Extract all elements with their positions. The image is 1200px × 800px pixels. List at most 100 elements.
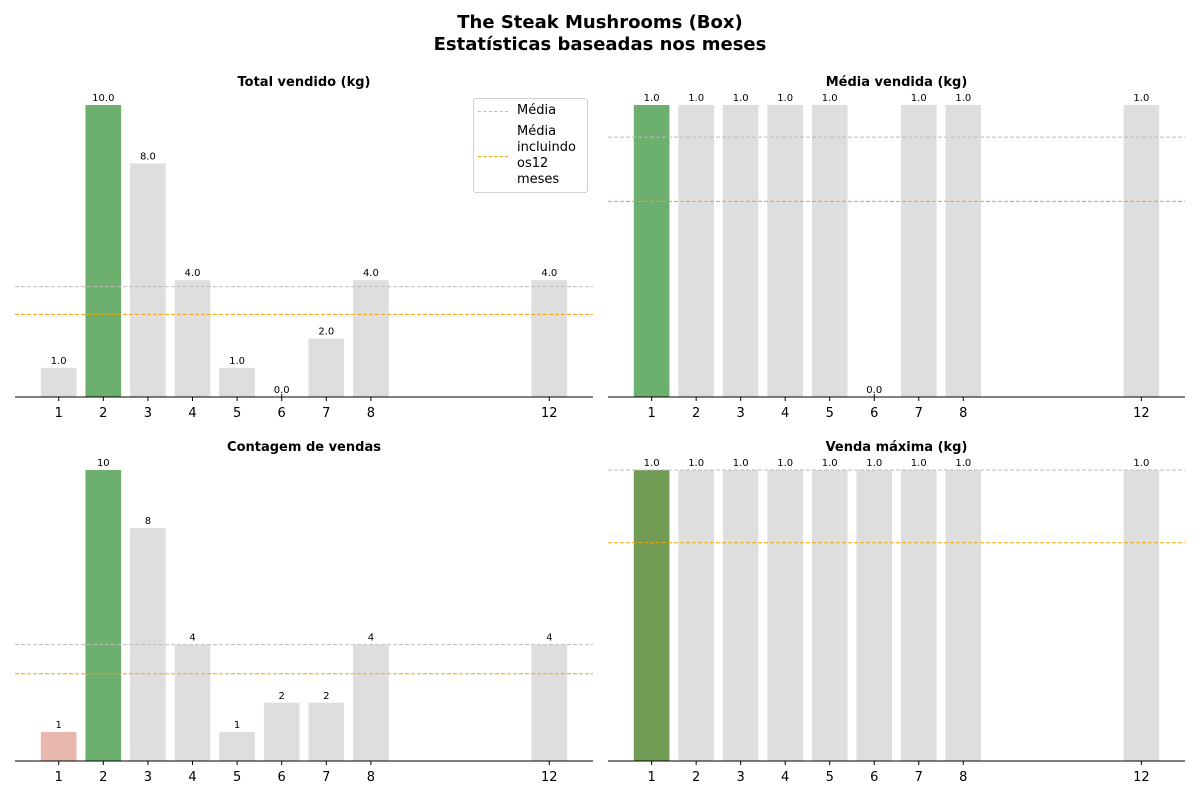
bar-value-label: 1.0	[229, 356, 245, 367]
x-tick-label: 5	[233, 406, 241, 421]
legend-entry-mean-all: Média incluindo os12 meses	[478, 124, 581, 188]
bar-8	[353, 280, 389, 397]
bar-2	[85, 105, 122, 397]
bar-value-label: 1.0	[955, 458, 971, 469]
bar-3	[130, 163, 166, 397]
bar-12	[531, 280, 568, 397]
bar-value-label: 1.0	[777, 93, 793, 104]
x-tick-label: 6	[278, 406, 286, 421]
bar-value-label: 1	[56, 720, 62, 731]
x-tick-label: 3	[144, 406, 152, 421]
bar-value-label: 1.0	[733, 458, 749, 469]
x-tick-label: 12	[1133, 406, 1150, 421]
x-tick-label: 7	[915, 770, 923, 785]
chart-title: Contagem de vendas	[227, 440, 381, 455]
x-tick-label: 8	[367, 406, 375, 421]
x-tick-label: 5	[826, 406, 834, 421]
x-tick-label: 4	[781, 406, 789, 421]
x-tick-label: 12	[541, 406, 558, 421]
x-tick-label: 12	[541, 770, 558, 785]
chart-title: Venda máxima (kg)	[825, 440, 968, 455]
bar-4	[767, 470, 804, 761]
x-tick-label: 2	[692, 406, 700, 421]
bar-value-label: 1.0	[688, 458, 704, 469]
x-tick-label: 3	[737, 770, 745, 785]
x-tick-label: 8	[959, 770, 967, 785]
bar-value-label: 4	[546, 633, 552, 644]
bar-6	[856, 470, 893, 761]
figure-title: The Steak Mushrooms (Box) Estatísticas b…	[0, 12, 1200, 56]
bar-value-label: 4.0	[541, 268, 557, 279]
bar-value-label: 10.0	[92, 93, 114, 104]
x-tick-label: 1	[647, 406, 655, 421]
chart-total-sold: Total vendido (kg) 1.0 1 10.0 2 8.0 3 4.0 4 1.0 5…	[15, 75, 593, 421]
x-tick-label: 2	[99, 406, 107, 421]
bar-value-label: 2	[323, 691, 329, 702]
bar-value-label: 1.0	[777, 458, 793, 469]
bar-value-label: 1.0	[911, 458, 927, 469]
chart-sales-count: Contagem de vendas 1 1 10 2 8 3 4 4 1 5 2 6 2 7 4 8 4 12	[15, 440, 593, 785]
legend-swatch-mean	[478, 110, 508, 112]
chart-plot-area: 1.0 1 1.0 2 1.0 3 1.0 4 1.0 5 1.0 6 1.0 7 1.0 8 1.0 12	[608, 458, 1185, 785]
bar-2	[678, 470, 714, 761]
x-tick-label: 3	[144, 770, 152, 785]
bar-value-label: 8	[145, 516, 151, 527]
x-tick-label: 8	[959, 406, 967, 421]
bar-3	[722, 470, 759, 761]
chart-title: Total vendido (kg)	[237, 75, 371, 90]
bar-1	[40, 367, 77, 397]
bar-2	[678, 105, 714, 397]
bar-5	[219, 731, 255, 761]
chart-plot-area: 1 1 10 2 8 3 4 4 1 5 2 6 2 7 4 8 4 12	[15, 458, 593, 785]
bar-1	[633, 470, 670, 761]
legend-label-mean: Média	[517, 103, 557, 118]
bar-value-label: 8.0	[140, 151, 156, 162]
bar-12	[531, 644, 568, 761]
legend-label-mean-all: Média incluindo os12 meses	[517, 124, 576, 187]
legend-entry-mean: Média	[478, 103, 581, 119]
x-tick-label: 1	[55, 770, 63, 785]
bar-12	[1123, 470, 1160, 761]
bar-4	[174, 644, 211, 761]
bar-value-label: 4.0	[363, 268, 379, 279]
x-tick-label: 3	[737, 406, 745, 421]
x-tick-label: 2	[692, 770, 700, 785]
figure-title-line1: The Steak Mushrooms (Box)	[457, 12, 743, 33]
bar-value-label: 4	[189, 633, 195, 644]
bar-value-label: 1.0	[644, 93, 660, 104]
bar-value-label: 1	[234, 720, 240, 731]
bar-7	[308, 338, 345, 397]
bar-7	[900, 470, 937, 761]
bar-value-label: 4.0	[185, 268, 201, 279]
x-tick-label: 4	[188, 406, 196, 421]
bar-value-label: 4	[368, 633, 374, 644]
chart-plot-area: 1.0 1 10.0 2 8.0 3 4.0 4 1.0 5 0.0 6 2.0 7 4.0 8 4.0 12	[15, 93, 593, 421]
bar-5	[219, 367, 255, 397]
chart-average-sold: Média vendida (kg) 1.0 1 1.0 2 1.0 3 1.0 4 1.0 5 0…	[608, 75, 1185, 421]
bar-8	[945, 105, 982, 397]
x-tick-label: 5	[826, 770, 834, 785]
bar-value-label: 1.0	[955, 93, 971, 104]
bar-value-label: 2	[279, 691, 285, 702]
bar-7	[308, 702, 345, 761]
x-tick-label: 4	[781, 770, 789, 785]
x-tick-label: 4	[188, 770, 196, 785]
x-tick-label: 7	[322, 770, 330, 785]
x-tick-label: 8	[367, 770, 375, 785]
x-tick-label: 5	[233, 770, 241, 785]
bar-4	[767, 105, 804, 397]
bar-value-label: 1.0	[911, 93, 927, 104]
chart-plot-area: 1.0 1 1.0 2 1.0 3 1.0 4 1.0 5 0.0 6 1.0 7 1.0 8 1.0 12	[608, 93, 1185, 421]
bar-value-label: 1.0	[1133, 93, 1149, 104]
bar-8	[945, 470, 982, 761]
bar-value-label: 1.0	[688, 93, 704, 104]
x-tick-label: 6	[870, 770, 878, 785]
x-tick-label: 2	[99, 770, 107, 785]
bar-4	[174, 280, 211, 397]
legend-swatch-mean-all	[478, 155, 508, 157]
bar-8	[353, 644, 389, 761]
bar-5	[811, 470, 848, 761]
bar-value-label: 0.0	[274, 385, 290, 396]
figure-subtitle: Estatísticas baseadas nos meses	[433, 34, 767, 55]
bar-2	[85, 470, 122, 761]
